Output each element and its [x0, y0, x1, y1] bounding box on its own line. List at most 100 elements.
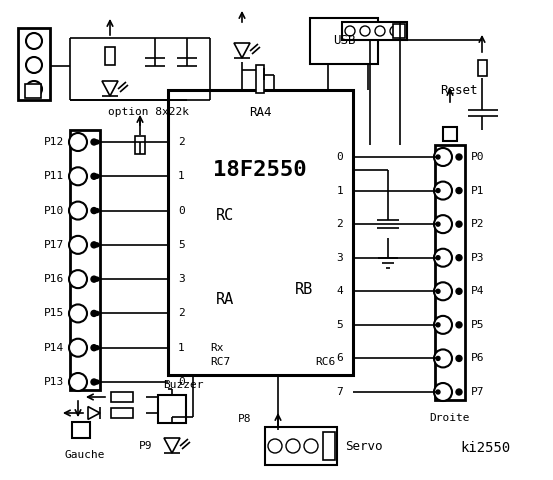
- Text: RB: RB: [295, 283, 313, 298]
- Circle shape: [69, 236, 87, 254]
- Text: P4: P4: [471, 286, 484, 296]
- Circle shape: [456, 188, 462, 193]
- Circle shape: [95, 380, 99, 384]
- Circle shape: [69, 339, 87, 357]
- Circle shape: [268, 439, 282, 453]
- Text: RA: RA: [216, 292, 234, 308]
- Circle shape: [69, 304, 87, 323]
- Circle shape: [434, 181, 452, 200]
- Text: P7: P7: [471, 387, 484, 397]
- Text: Servo: Servo: [345, 440, 383, 453]
- Circle shape: [436, 189, 440, 192]
- Text: 2: 2: [178, 309, 185, 318]
- Text: P6: P6: [471, 353, 484, 363]
- Text: 3: 3: [336, 252, 343, 263]
- Text: P14: P14: [44, 343, 64, 353]
- Circle shape: [304, 439, 318, 453]
- Circle shape: [26, 33, 42, 49]
- Text: USB: USB: [333, 35, 355, 48]
- Circle shape: [436, 289, 440, 293]
- Circle shape: [91, 139, 97, 145]
- Polygon shape: [164, 438, 180, 453]
- Text: 5: 5: [336, 320, 343, 330]
- Text: 1: 1: [336, 186, 343, 195]
- Text: RC: RC: [216, 207, 234, 223]
- Text: Buzzer: Buzzer: [163, 380, 204, 390]
- Circle shape: [69, 373, 87, 391]
- Circle shape: [91, 311, 97, 316]
- Bar: [310, 18, 378, 64]
- Circle shape: [91, 276, 97, 282]
- Text: P2: P2: [471, 219, 484, 229]
- Text: P1: P1: [471, 186, 484, 195]
- Circle shape: [436, 256, 440, 260]
- Circle shape: [434, 249, 452, 267]
- Bar: [18, 28, 50, 100]
- Text: 1: 1: [178, 171, 185, 181]
- Circle shape: [434, 383, 452, 401]
- Bar: [342, 22, 407, 40]
- Text: Droite: Droite: [430, 413, 470, 423]
- Text: 7: 7: [336, 387, 343, 397]
- Text: P17: P17: [44, 240, 64, 250]
- Text: 18F2550: 18F2550: [213, 160, 307, 180]
- Circle shape: [436, 222, 440, 226]
- Text: P5: P5: [471, 320, 484, 330]
- Circle shape: [456, 154, 462, 160]
- Circle shape: [375, 26, 385, 36]
- Circle shape: [456, 389, 462, 395]
- Text: 0: 0: [178, 377, 185, 387]
- Circle shape: [436, 390, 440, 394]
- Bar: [323, 432, 335, 460]
- Text: P10: P10: [44, 205, 64, 216]
- Bar: [111, 408, 133, 418]
- Circle shape: [95, 243, 99, 247]
- Polygon shape: [88, 407, 100, 420]
- Circle shape: [345, 26, 355, 36]
- Circle shape: [436, 323, 440, 327]
- Text: 1: 1: [178, 343, 185, 353]
- Text: 2: 2: [336, 219, 343, 229]
- Circle shape: [95, 346, 99, 350]
- Text: Rx: Rx: [210, 343, 223, 353]
- Circle shape: [91, 379, 97, 385]
- Bar: [72, 422, 90, 438]
- Circle shape: [69, 270, 87, 288]
- Circle shape: [91, 242, 97, 248]
- Circle shape: [69, 202, 87, 219]
- Circle shape: [456, 322, 462, 328]
- Circle shape: [436, 155, 440, 159]
- Text: 3: 3: [178, 274, 185, 284]
- Circle shape: [95, 312, 99, 315]
- Text: Reset: Reset: [440, 84, 477, 96]
- Text: 5: 5: [178, 240, 185, 250]
- Text: option 8x22k: option 8x22k: [108, 107, 189, 117]
- Circle shape: [390, 26, 400, 36]
- Text: RA4: RA4: [249, 106, 272, 119]
- Bar: [111, 392, 133, 402]
- Circle shape: [95, 209, 99, 213]
- Bar: [70, 130, 100, 390]
- Bar: [435, 145, 465, 400]
- Circle shape: [95, 277, 99, 281]
- Text: Gauche: Gauche: [65, 450, 105, 460]
- Text: 6: 6: [336, 353, 343, 363]
- Circle shape: [69, 168, 87, 185]
- Circle shape: [91, 207, 97, 214]
- Circle shape: [436, 357, 440, 360]
- Text: 0: 0: [336, 152, 343, 162]
- Text: P16: P16: [44, 274, 64, 284]
- Text: P0: P0: [471, 152, 484, 162]
- Bar: [478, 60, 487, 76]
- Text: P15: P15: [44, 309, 64, 318]
- Bar: [443, 127, 457, 141]
- Circle shape: [456, 255, 462, 261]
- Circle shape: [456, 355, 462, 361]
- Bar: [393, 24, 405, 38]
- Circle shape: [456, 221, 462, 227]
- Circle shape: [456, 288, 462, 294]
- Bar: [105, 47, 115, 65]
- Text: RC6: RC6: [315, 357, 335, 367]
- Circle shape: [286, 439, 300, 453]
- Text: P13: P13: [44, 377, 64, 387]
